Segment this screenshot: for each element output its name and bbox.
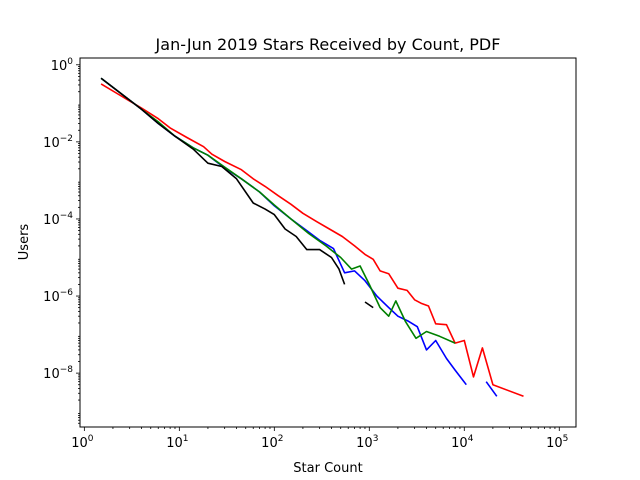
plot-frame xyxy=(79,57,577,428)
series-layer xyxy=(100,77,524,398)
y-tick-label: 10−2 xyxy=(43,134,73,151)
y-tick-label: 10−4 xyxy=(43,211,73,228)
y-tick-label: 10−6 xyxy=(43,288,73,305)
y-tick-label: 100 xyxy=(51,57,74,74)
y-tick-label: 10−8 xyxy=(43,365,73,382)
y-axis-label: Users xyxy=(17,224,32,261)
x-axis-label: Star Count xyxy=(293,461,362,476)
series-line-1 xyxy=(100,83,524,398)
chart-title: Jan-Jun 2019 Stars Received by Count, PD… xyxy=(155,35,501,54)
series-line-4 xyxy=(100,77,374,309)
